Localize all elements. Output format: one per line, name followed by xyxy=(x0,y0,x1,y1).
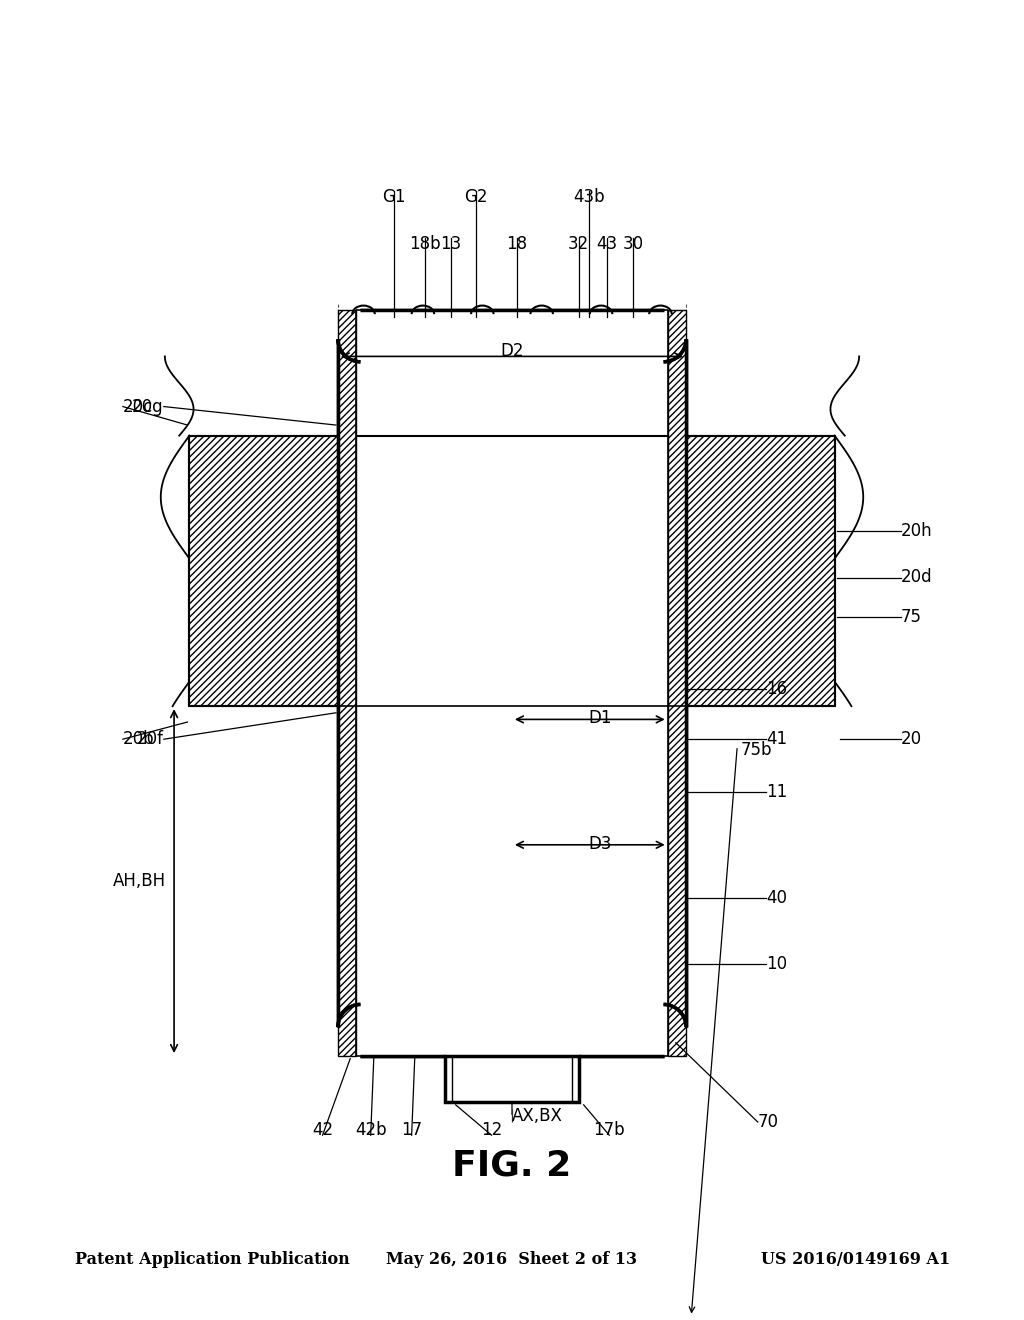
Text: 11: 11 xyxy=(766,783,787,801)
Bar xyxy=(338,436,686,706)
Text: 42b: 42b xyxy=(355,1121,386,1139)
Text: 20d: 20d xyxy=(901,569,933,586)
Text: 20: 20 xyxy=(901,730,923,748)
Text: 17b: 17b xyxy=(594,1121,625,1139)
Text: 42: 42 xyxy=(312,1121,333,1139)
Text: AX,BX: AX,BX xyxy=(512,1106,562,1125)
Text: G2: G2 xyxy=(465,189,487,206)
Text: D2: D2 xyxy=(501,342,523,360)
Text: 41: 41 xyxy=(766,730,787,748)
Text: 16: 16 xyxy=(766,680,787,698)
Text: May 26, 2016  Sheet 2 of 13: May 26, 2016 Sheet 2 of 13 xyxy=(386,1251,638,1269)
Text: 43b: 43b xyxy=(573,189,604,206)
Text: 75b: 75b xyxy=(740,741,772,759)
Text: 43: 43 xyxy=(597,235,617,252)
Bar xyxy=(356,310,668,1056)
Text: 20h: 20h xyxy=(901,523,933,540)
Text: 17: 17 xyxy=(401,1121,422,1139)
Text: 18b: 18b xyxy=(410,235,440,252)
Text: Patent Application Publication: Patent Application Publication xyxy=(75,1251,350,1269)
Text: AH,BH: AH,BH xyxy=(113,873,166,890)
Text: FIG. 2: FIG. 2 xyxy=(453,1148,571,1183)
Bar xyxy=(686,436,835,706)
Text: 70: 70 xyxy=(758,1113,779,1131)
Text: 10: 10 xyxy=(766,954,787,973)
Text: D1: D1 xyxy=(588,709,611,727)
Text: 75: 75 xyxy=(901,609,923,626)
Text: 20b: 20b xyxy=(123,730,155,748)
Text: 12: 12 xyxy=(481,1121,502,1139)
Text: D3: D3 xyxy=(588,834,611,853)
Text: 40: 40 xyxy=(766,888,787,907)
Bar xyxy=(189,436,338,706)
Text: 20c: 20c xyxy=(123,397,154,416)
Text: 30: 30 xyxy=(623,235,643,252)
Text: 20f: 20f xyxy=(137,730,164,748)
Bar xyxy=(668,310,686,1056)
Text: 32: 32 xyxy=(568,235,589,252)
Text: US 2016/0149169 A1: US 2016/0149169 A1 xyxy=(761,1251,950,1269)
Bar xyxy=(338,310,356,1056)
Text: 13: 13 xyxy=(440,235,461,252)
Text: 18: 18 xyxy=(507,235,527,252)
Text: G1: G1 xyxy=(383,189,406,206)
Text: 20g: 20g xyxy=(132,397,164,416)
Bar xyxy=(445,1056,579,1102)
